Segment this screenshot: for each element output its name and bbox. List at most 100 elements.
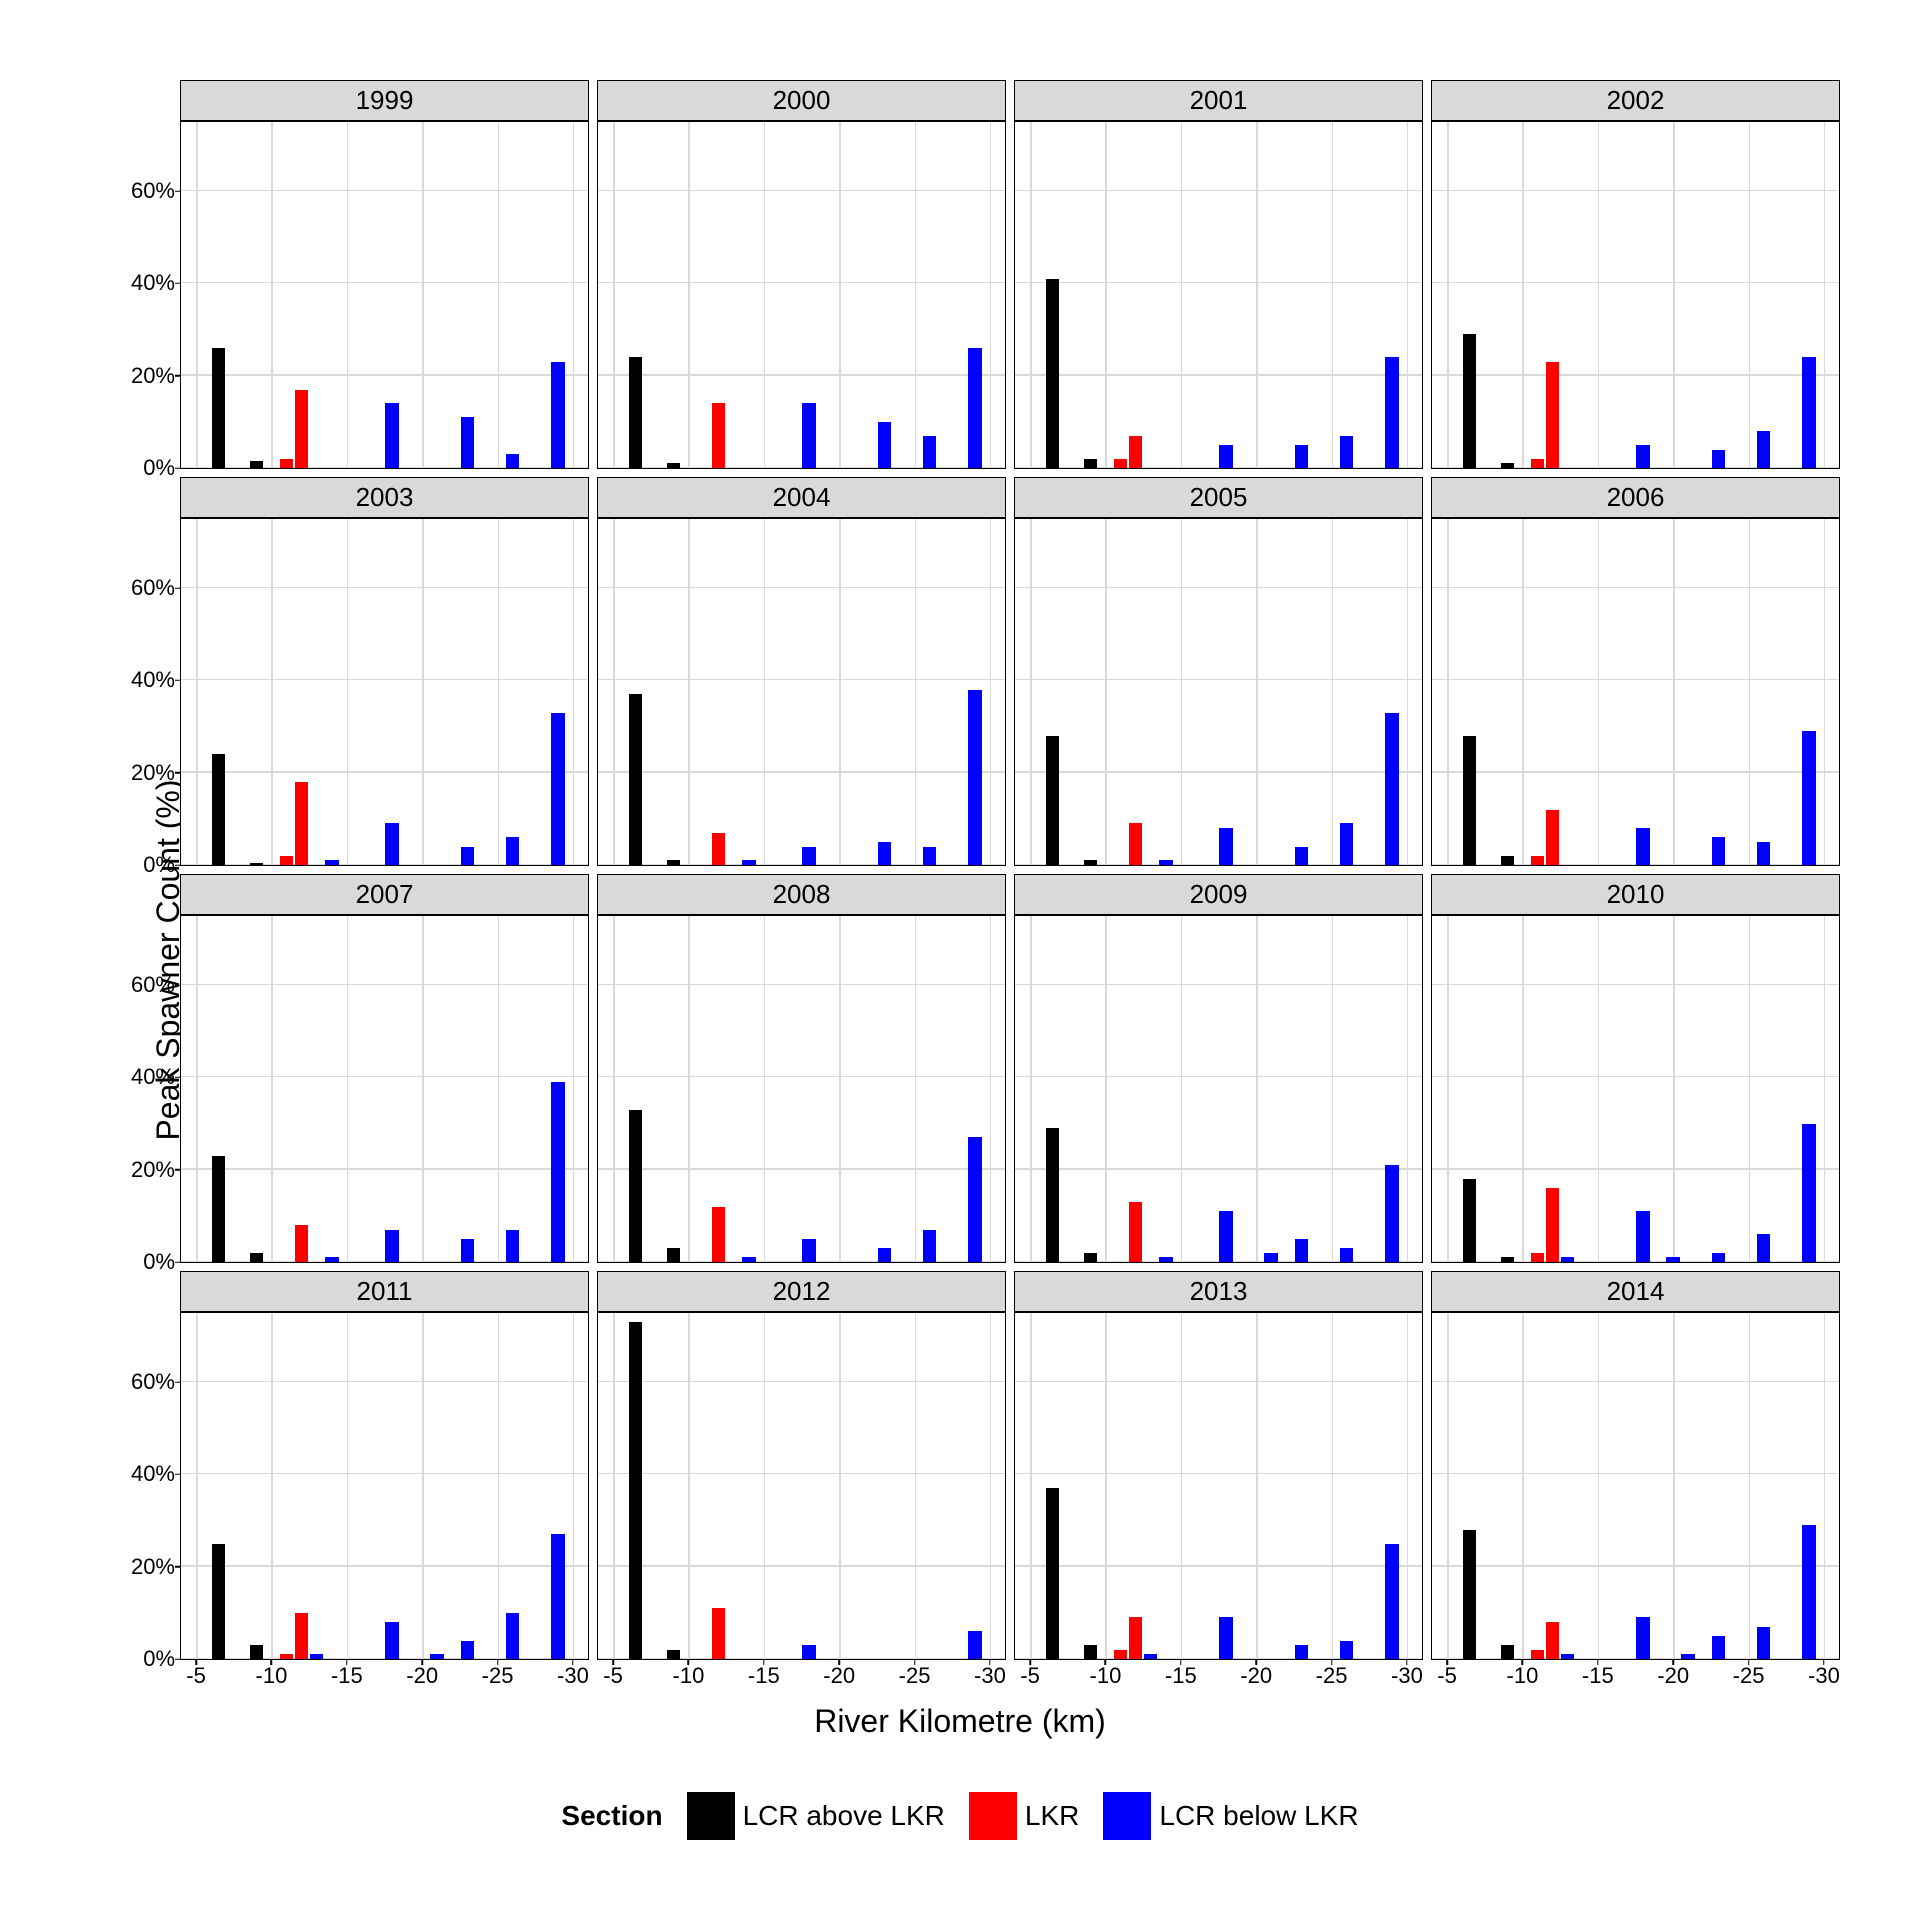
- bar: [1757, 1234, 1771, 1262]
- bar: [968, 1631, 982, 1659]
- bar: [1084, 1645, 1098, 1659]
- facet-panel: 2005: [1014, 477, 1423, 866]
- bar: [1561, 1654, 1575, 1659]
- plot-area: [1014, 518, 1423, 866]
- y-tick-label: 60%: [131, 178, 181, 204]
- bar: [1046, 736, 1060, 865]
- facet-strip: 2000: [597, 80, 1006, 121]
- plot-area: [1431, 915, 1840, 1263]
- bar: [1046, 1488, 1060, 1659]
- legend-label: LCR above LKR: [743, 1800, 945, 1832]
- bar: [551, 362, 565, 468]
- bar: [1802, 1124, 1816, 1262]
- bar: [1501, 1257, 1515, 1262]
- bar: [461, 847, 475, 865]
- facet-panel: 2010: [1431, 874, 1840, 1263]
- facet-strip: 2008: [597, 874, 1006, 915]
- bar: [1385, 357, 1399, 468]
- bar: [923, 436, 937, 468]
- legend-item-lcr-below: LCR below LKR: [1103, 1792, 1358, 1840]
- bar: [1114, 1650, 1128, 1659]
- facet-panel: 2001: [1014, 80, 1423, 469]
- facet-panel: 20110%20%40%60%-5-10-15-20-25-30: [180, 1271, 589, 1660]
- bar: [1340, 1248, 1354, 1262]
- bar: [968, 690, 982, 865]
- bar: [1295, 847, 1309, 865]
- legend-title: Section: [561, 1800, 662, 1832]
- bar: [1159, 1257, 1173, 1262]
- bar: [1084, 459, 1098, 468]
- facet-strip: 2011: [180, 1271, 589, 1312]
- plot-area: [1431, 121, 1840, 469]
- bar: [1546, 362, 1560, 468]
- swatch-icon: [687, 1792, 735, 1840]
- y-tick-label: 20%: [131, 760, 181, 786]
- legend-label: LKR: [1025, 1800, 1079, 1832]
- bar: [1159, 860, 1173, 865]
- plot-area: 0%20%40%60%: [180, 121, 589, 469]
- plot-area: [1014, 121, 1423, 469]
- bar: [629, 694, 643, 865]
- facet-panel: 19990%20%40%60%: [180, 80, 589, 469]
- bar: [212, 1544, 226, 1659]
- legend-item-lkr: LKR: [969, 1792, 1079, 1840]
- bar: [1463, 1179, 1477, 1262]
- facet-panel: 20030%20%40%60%: [180, 477, 589, 866]
- bar: [1712, 450, 1726, 468]
- legend-item-lcr-above: LCR above LKR: [687, 1792, 945, 1840]
- bar: [1712, 1253, 1726, 1262]
- bar: [1340, 823, 1354, 865]
- y-tick-label: 40%: [131, 1064, 181, 1090]
- bar: [461, 417, 475, 468]
- facet-strip: 2010: [1431, 874, 1840, 915]
- bar: [1636, 445, 1650, 468]
- bar: [742, 860, 756, 865]
- bar: [250, 863, 264, 865]
- bar: [1712, 837, 1726, 865]
- facet-strip: 1999: [180, 80, 589, 121]
- bar: [629, 1322, 643, 1659]
- bar: [1129, 1617, 1143, 1659]
- bar: [1757, 842, 1771, 865]
- bar: [1084, 1253, 1098, 1262]
- bar: [325, 1257, 339, 1262]
- facet-strip: 2007: [180, 874, 589, 915]
- bar: [1712, 1636, 1726, 1659]
- bar: [506, 1230, 520, 1262]
- facet-grid: 19990%20%40%60%200020012002 20030%20%40%6…: [180, 80, 1840, 1660]
- bar: [1219, 1211, 1233, 1262]
- bar: [212, 1156, 226, 1262]
- plot-area: -5-10-15-20-25-30: [597, 1312, 1006, 1660]
- bar: [1129, 436, 1143, 468]
- bar: [923, 847, 937, 865]
- bar: [385, 823, 399, 865]
- facet-panel: 2002: [1431, 80, 1840, 469]
- facet-strip: 2013: [1014, 1271, 1423, 1312]
- bar: [1531, 856, 1545, 865]
- bar: [295, 782, 309, 865]
- bar: [923, 1230, 937, 1262]
- bar: [1463, 736, 1477, 865]
- bar: [385, 1622, 399, 1659]
- bar: [629, 357, 643, 468]
- y-tick-label: 20%: [131, 363, 181, 389]
- bar: [667, 1248, 681, 1262]
- facet-strip: 2005: [1014, 477, 1423, 518]
- bar: [1636, 828, 1650, 865]
- bar: [1757, 1627, 1771, 1659]
- facet-strip: 2002: [1431, 80, 1840, 121]
- bar: [385, 1230, 399, 1262]
- bar: [1046, 279, 1060, 468]
- bar: [1501, 463, 1515, 468]
- y-tick-label: 60%: [131, 1369, 181, 1395]
- plot-area: [597, 518, 1006, 866]
- bar: [250, 1253, 264, 1262]
- y-tick-label: 20%: [131, 1157, 181, 1183]
- bar: [212, 754, 226, 865]
- bar: [802, 847, 816, 865]
- plot-area: -5-10-15-20-25-30: [1431, 1312, 1840, 1660]
- facet-panel: 2014-5-10-15-20-25-30: [1431, 1271, 1840, 1660]
- bar: [1340, 1641, 1354, 1659]
- bar: [968, 1137, 982, 1262]
- facet-panel: 20070%20%40%60%: [180, 874, 589, 1263]
